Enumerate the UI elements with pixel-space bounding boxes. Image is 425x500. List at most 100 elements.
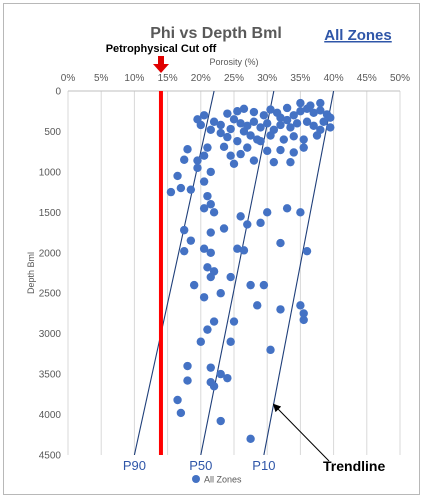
trend-line	[200, 91, 275, 455]
x-tick-label: 10%	[124, 73, 144, 84]
data-point	[223, 373, 232, 383]
data-point	[180, 225, 189, 235]
y-tick-label: 1500	[39, 208, 62, 219]
data-point	[239, 127, 249, 136]
data-point	[223, 132, 232, 142]
data-point	[216, 128, 225, 138]
data-point	[209, 317, 219, 326]
data-point	[233, 107, 242, 116]
data-point	[306, 101, 315, 110]
data-point	[279, 135, 288, 144]
data-point	[203, 325, 212, 334]
data-point	[216, 289, 225, 298]
chart-svg: Phi vs Depth Bml All Zones Petrophysical…	[26, 25, 410, 485]
data-point	[199, 111, 209, 120]
data-point	[233, 244, 242, 253]
data-point	[226, 337, 235, 346]
y-tick-label: 4000	[39, 410, 62, 421]
data-point	[289, 132, 298, 141]
data-point	[199, 244, 209, 253]
data-point	[282, 115, 292, 125]
data-point	[226, 151, 235, 160]
data-point	[286, 123, 295, 132]
trend-lines	[133, 91, 335, 455]
percentile-label: P90	[123, 458, 146, 473]
data-point	[243, 143, 252, 152]
percentile-label: P10	[252, 458, 275, 473]
data-point	[289, 148, 298, 157]
data-point	[276, 238, 285, 248]
data-point	[206, 167, 215, 177]
data-point	[276, 113, 285, 122]
data-point	[173, 171, 182, 181]
x-tick-label: 5%	[94, 73, 109, 84]
data-point	[259, 111, 269, 120]
all-zones-link[interactable]: All Zones	[324, 27, 392, 44]
y-tick-label: 3500	[39, 370, 62, 381]
data-point	[233, 136, 242, 146]
y-tick-labels: 0 500 1000 1500 2000 2500 3000 3500 4000 4500	[39, 87, 62, 462]
chart-title: Phi vs Depth Bml	[150, 25, 282, 42]
data-point	[256, 136, 265, 146]
data-point	[193, 163, 202, 173]
data-point	[316, 106, 325, 115]
data-point	[229, 317, 239, 326]
x-tick-label: 20%	[191, 73, 211, 84]
data-point	[203, 143, 212, 152]
data-point	[326, 113, 335, 122]
x-axis-title: Porosity (%)	[209, 57, 258, 67]
x-tick-label: 45%	[357, 73, 377, 84]
grid-lines	[67, 90, 401, 455]
x-tick-label: 40%	[324, 73, 344, 84]
data-point	[176, 408, 186, 418]
data-point	[206, 363, 215, 372]
y-tick-label: 4500	[39, 451, 62, 462]
data-point	[243, 220, 252, 229]
y-tick-label: 2000	[39, 248, 62, 259]
data-point	[206, 125, 215, 135]
x-tick-label: 0%	[61, 73, 76, 84]
data-point	[199, 177, 209, 186]
data-point	[249, 156, 259, 165]
data-point	[266, 105, 275, 114]
data-point	[309, 121, 318, 130]
data-point	[226, 124, 235, 134]
data-point	[256, 218, 265, 228]
x-tick-label: 25%	[224, 73, 244, 84]
y-axis-title: Depth Bml	[26, 252, 36, 294]
data-point	[229, 115, 239, 124]
trend-line	[263, 91, 335, 455]
data-point	[166, 187, 176, 197]
data-point	[199, 204, 209, 213]
legend: All Zones	[192, 475, 242, 485]
data-point	[239, 246, 249, 255]
data-point	[286, 157, 295, 167]
legend-label: All Zones	[204, 475, 242, 485]
y-tick-label: 500	[44, 127, 61, 138]
data-point	[196, 120, 205, 130]
data-point	[229, 159, 239, 168]
data-point	[249, 117, 259, 126]
percentile-labels: P90 P50 P10	[123, 458, 276, 473]
data-point	[209, 382, 219, 391]
data-point	[263, 146, 272, 156]
data-point	[203, 191, 212, 201]
trend-line	[133, 91, 215, 455]
data-point	[209, 117, 219, 126]
data-point	[292, 119, 302, 128]
data-point	[302, 246, 312, 256]
percentile-label: P50	[189, 458, 212, 473]
data-point	[296, 98, 305, 108]
data-point	[219, 224, 229, 233]
data-point	[316, 125, 325, 135]
data-point	[236, 149, 245, 159]
y-tick-label: 1000	[39, 167, 62, 178]
data-point	[173, 395, 182, 405]
data-point	[239, 104, 249, 113]
data-point	[180, 246, 189, 256]
data-point	[253, 301, 262, 310]
x-tick-label: 15%	[158, 73, 178, 84]
annotation-arrow	[272, 403, 330, 462]
data-point	[216, 120, 225, 130]
x-tick-label: 30%	[257, 73, 277, 84]
